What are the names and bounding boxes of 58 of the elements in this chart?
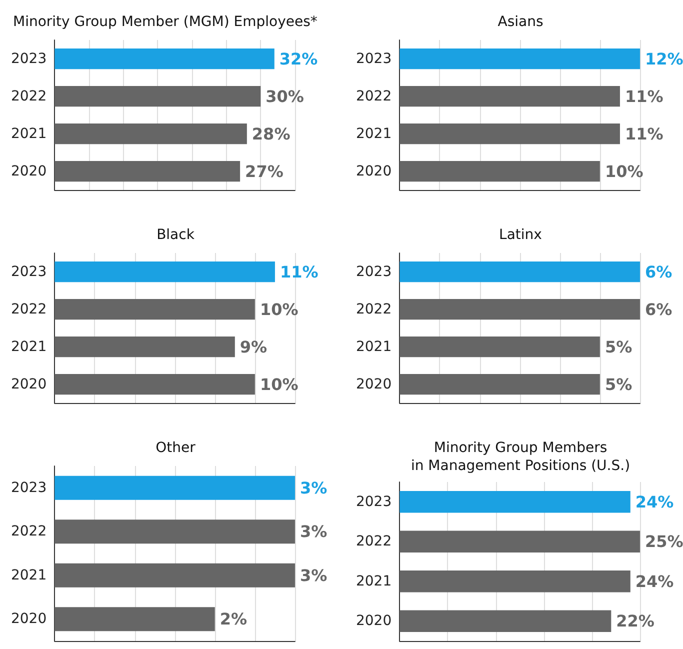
bar: [54, 160, 240, 182]
chart-title: Other: [156, 440, 196, 456]
y-tick-label: 2020: [356, 613, 392, 630]
y-tick-label: 2021: [10, 338, 47, 355]
y-tick-label: 2021: [10, 567, 47, 584]
y-tick-label: 2020: [356, 163, 392, 180]
y-tick-label: 2020: [10, 376, 47, 392]
bar: [54, 123, 247, 144]
y-tick-label: 2023: [10, 264, 47, 280]
y-tick-label: 2020: [10, 163, 47, 180]
chart-title: Latinx: [499, 227, 542, 243]
bar: [54, 48, 274, 70]
data-label: 25%: [645, 532, 683, 552]
chart-title: Minority Group Members in Management Positions (U.S.): [410, 440, 630, 474]
y-tick-label: 2023: [356, 264, 392, 280]
data-label: 6%: [645, 262, 672, 282]
data-label: 11%: [624, 86, 664, 106]
data-label: 11%: [624, 124, 664, 144]
data-label: 27%: [245, 162, 284, 181]
data-label: 11%: [280, 262, 318, 282]
data-label: 3%: [300, 522, 328, 542]
data-label: 2%: [220, 610, 248, 629]
data-label: 5%: [604, 374, 632, 394]
data-label: 24%: [635, 492, 674, 512]
data-label: 10%: [604, 162, 644, 181]
y-tick-label: 2020: [356, 376, 392, 392]
y-tick-label: 2022: [10, 524, 47, 540]
y-tick-label: 2022: [356, 88, 392, 104]
data-label: 24%: [635, 572, 674, 591]
y-tick-label: 2021: [356, 573, 392, 590]
y-tick-label: 2023: [10, 50, 47, 67]
y-tick-label: 2020: [10, 611, 47, 628]
data-label: 5%: [604, 337, 632, 356]
y-tick-label: 2021: [356, 338, 392, 355]
y-tick-label: 2022: [356, 534, 392, 550]
data-label: 22%: [616, 612, 654, 631]
y-tick-label: 2021: [356, 126, 392, 142]
chart-title: Asians: [498, 14, 544, 30]
data-label: 6%: [645, 300, 672, 319]
chart-title: Minority Group Member (MGM) Employees*: [13, 14, 318, 30]
data-label: 30%: [266, 86, 304, 106]
y-tick-label: 2022: [10, 301, 47, 318]
data-label: 3%: [300, 566, 328, 585]
y-tick-label: 2022: [10, 88, 47, 104]
y-tick-label: 2021: [10, 126, 47, 142]
data-label: 10%: [260, 300, 298, 319]
y-tick-label: 2023: [10, 480, 47, 496]
data-label: 32%: [279, 49, 318, 68]
data-label: 10%: [260, 374, 298, 394]
y-tick-label: 2022: [356, 301, 392, 318]
data-label: 3%: [300, 478, 328, 498]
chart-title: Black: [156, 227, 196, 243]
data-label: 12%: [645, 49, 683, 68]
data-label: 9%: [240, 337, 268, 356]
bar: [54, 86, 261, 107]
data-label: 28%: [252, 124, 290, 144]
y-tick-label: 2023: [356, 50, 392, 67]
y-tick-label: 2023: [356, 494, 392, 510]
